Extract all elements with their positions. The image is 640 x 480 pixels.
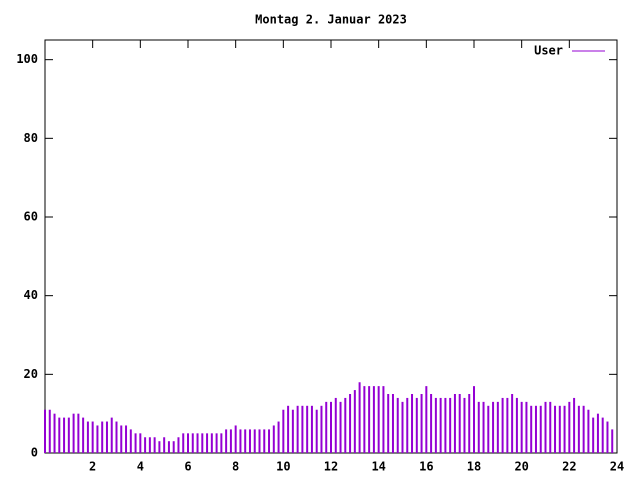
chart-title: Montag 2. Januar 2023 (255, 13, 407, 27)
x-tick-label: 2 (89, 460, 96, 474)
legend-label: User (534, 44, 563, 58)
y-tick-label: 40 (24, 288, 38, 302)
x-tick-label: 4 (137, 460, 144, 474)
x-tick-label: 8 (232, 460, 239, 474)
x-tick-label: 20 (514, 460, 528, 474)
x-tick-label: 24 (610, 460, 624, 474)
y-tick-label: 20 (24, 367, 38, 381)
y-tick-label: 100 (16, 52, 38, 66)
x-tick-label: 14 (371, 460, 385, 474)
y-tick-label: 80 (24, 131, 38, 145)
x-tick-label: 22 (562, 460, 576, 474)
x-tick-label: 16 (419, 460, 433, 474)
x-tick-label: 6 (184, 460, 191, 474)
x-tick-label: 10 (276, 460, 290, 474)
x-tick-label: 18 (467, 460, 481, 474)
x-tick-label: 12 (324, 460, 338, 474)
y-tick-label: 60 (24, 210, 38, 224)
y-tick-label: 0 (31, 446, 38, 460)
